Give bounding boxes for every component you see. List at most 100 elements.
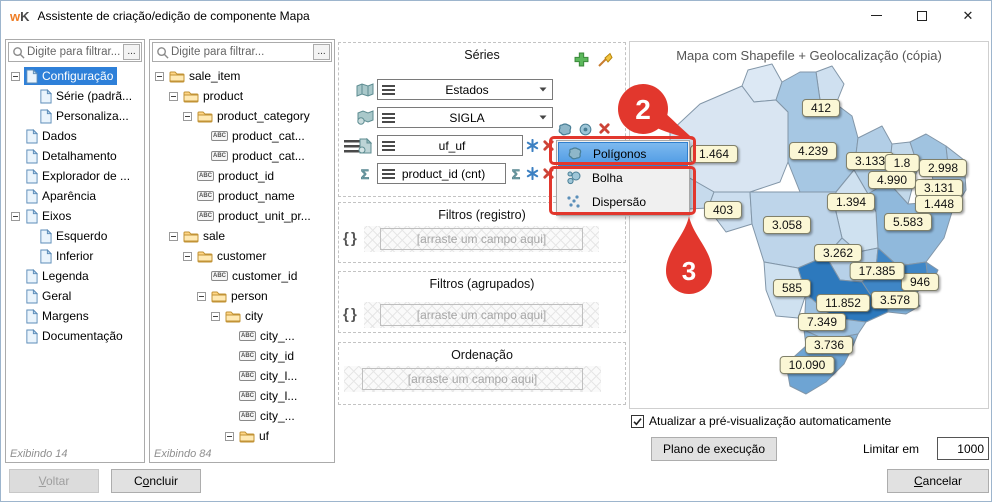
series-group-drag-handle[interactable] <box>344 140 362 153</box>
series-field[interactable]: uf_uf <box>377 135 523 156</box>
ordering-dropzone[interactable]: [arraste um campo aqui] <box>344 366 601 392</box>
menu-item-disperso[interactable]: Dispersão <box>558 190 688 214</box>
sigma-icon[interactable]: Σ <box>509 167 523 181</box>
tree-item[interactable]: person <box>152 286 332 306</box>
tree-item-body[interactable]: ABC product_unit_pr... <box>196 207 315 225</box>
maximize-button[interactable] <box>899 1 945 30</box>
tree-item-body[interactable]: customer <box>196 247 270 265</box>
tree-item[interactable]: sale <box>152 226 332 246</box>
tree-item-body[interactable]: person <box>210 287 272 305</box>
tree-item[interactable]: Aparência <box>8 186 142 206</box>
clear-series-broom-icon[interactable] <box>597 52 613 68</box>
number-icon[interactable] <box>526 139 539 152</box>
close-button[interactable]: ✕ <box>945 1 991 30</box>
collapse-expander-icon[interactable] <box>197 291 206 301</box>
tree-item[interactable]: uf <box>152 426 332 445</box>
execution-plan-button[interactable]: Plano de execução <box>651 437 777 461</box>
collapse-expander-icon[interactable] <box>11 211 20 221</box>
tree-item-body[interactable]: product <box>182 87 247 105</box>
tree-item[interactable]: product <box>152 86 332 106</box>
back-button[interactable]: Voltar <box>9 469 99 493</box>
tree-item-body[interactable]: Eixos <box>24 207 75 225</box>
cancel-button[interactable]: Cancelar <box>887 469 989 493</box>
menu-item-bolha[interactable]: Bolha <box>558 166 688 190</box>
tree-item[interactable]: product_category <box>152 106 332 126</box>
tree-item-body[interactable]: ABC city_... <box>238 407 299 425</box>
tree-item-body[interactable]: Inferior <box>38 247 97 265</box>
finish-button[interactable]: Concluir <box>111 469 201 493</box>
tree-item[interactable]: ABC city_l... <box>152 366 332 386</box>
tree-item[interactable]: ABC product_id <box>152 166 332 186</box>
tree-item[interactable]: Dados <box>8 126 142 146</box>
tree-item[interactable]: Margens <box>8 306 142 326</box>
drag-handle-icon[interactable] <box>382 113 395 123</box>
tree-item[interactable]: Explorador de ... <box>8 166 142 186</box>
tree-item-body[interactable]: Geral <box>24 287 75 305</box>
checkbox-checked-icon[interactable] <box>631 414 644 428</box>
series-select[interactable]: SIGLA <box>377 107 553 128</box>
config-filter-input[interactable] <box>27 46 123 58</box>
bubble-dot-icon[interactable] <box>578 122 593 138</box>
tree-item-body[interactable]: ABC city_l... <box>238 367 301 385</box>
tree-item[interactable]: Legenda <box>8 266 142 286</box>
fields-filter-input[interactable] <box>171 46 313 58</box>
tree-item-body-selected[interactable]: Configuração <box>24 67 118 85</box>
tree-item[interactable]: sale_item <box>152 66 332 86</box>
collapse-expander-icon[interactable] <box>155 71 164 81</box>
tree-item[interactable]: ABC city_l... <box>152 386 332 406</box>
tree-item[interactable]: ABC product_unit_pr... <box>152 206 332 226</box>
limit-input[interactable] <box>937 437 989 460</box>
series-field[interactable]: product_id (cnt) <box>377 163 506 184</box>
tree-item[interactable]: Eixos <box>8 206 142 226</box>
tree-item-body[interactable]: ABC product_cat... <box>210 147 309 165</box>
polygon-icon[interactable] <box>557 122 573 138</box>
tree-item[interactable]: customer <box>152 246 332 266</box>
minimize-button[interactable] <box>853 1 899 30</box>
number-icon[interactable] <box>526 167 539 180</box>
drag-handle-icon[interactable] <box>382 169 395 179</box>
collapse-expander-icon[interactable] <box>169 231 178 241</box>
filters-record-dropzone[interactable]: [arraste um campo aqui] <box>364 226 599 252</box>
config-filter-more-button[interactable]: ... <box>123 44 140 60</box>
tree-item[interactable]: Série (padrã... <box>8 86 142 106</box>
tree-item-body[interactable]: city <box>224 307 267 325</box>
drag-handle-icon[interactable] <box>382 85 395 95</box>
tree-item-body[interactable]: Explorador de ... <box>24 167 134 185</box>
collapse-expander-icon[interactable] <box>183 111 192 121</box>
tree-item-body[interactable]: ABC customer_id <box>210 267 301 285</box>
tree-item-body[interactable]: uf <box>238 427 273 445</box>
remove-icon[interactable] <box>598 122 611 138</box>
filters-grouped-dropzone[interactable]: [arraste um campo aqui] <box>364 302 599 328</box>
tree-item[interactable]: ABC product_name <box>152 186 332 206</box>
remove-icon[interactable] <box>542 167 555 180</box>
menu-item-polgonos[interactable]: Polígonos <box>558 142 688 166</box>
tree-item-body[interactable]: Série (padrã... <box>38 87 136 105</box>
tree-item-body[interactable]: ABC city_id <box>238 347 298 365</box>
tree-item[interactable]: Personaliza... <box>8 106 142 126</box>
tree-item-body[interactable]: sale_item <box>168 67 244 85</box>
tree-item[interactable]: Inferior <box>8 246 142 266</box>
tree-item-body[interactable]: Detalhamento <box>24 147 121 165</box>
tree-item-body[interactable]: Esquerdo <box>38 227 111 245</box>
collapse-expander-icon[interactable] <box>169 91 178 101</box>
tree-item[interactable]: ABC customer_id <box>152 266 332 286</box>
collapse-expander-icon[interactable] <box>11 71 20 81</box>
collapse-expander-icon[interactable] <box>183 251 192 261</box>
collapse-expander-icon[interactable] <box>211 311 220 321</box>
tree-item[interactable]: Geral <box>8 286 142 306</box>
add-series-icon[interactable] <box>574 52 589 68</box>
tree-item-body[interactable]: sale <box>182 227 229 245</box>
tree-item-body[interactable]: product_category <box>196 107 314 125</box>
tree-item[interactable]: ABC city_... <box>152 326 332 346</box>
drag-handle-icon[interactable] <box>382 141 395 151</box>
tree-item-body[interactable]: ABC product_id <box>196 167 278 185</box>
tree-item-body[interactable]: Dados <box>24 127 81 145</box>
tree-item-body[interactable]: Documentação <box>24 327 127 345</box>
remove-icon[interactable] <box>542 139 555 152</box>
tree-item-body[interactable]: Margens <box>24 307 93 325</box>
fields-filter-more-button[interactable]: ... <box>313 44 330 60</box>
series-select[interactable]: Estados <box>377 79 553 100</box>
tree-item[interactable]: ABC city_id <box>152 346 332 366</box>
tree-item-body[interactable]: ABC product_cat... <box>210 127 309 145</box>
tree-item-body[interactable]: Personaliza... <box>38 107 133 125</box>
